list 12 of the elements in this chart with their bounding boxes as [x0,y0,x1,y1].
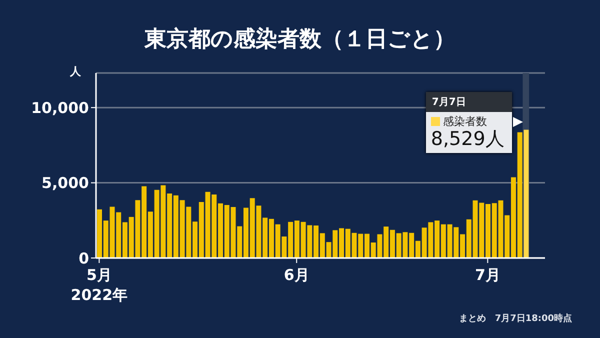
text: まとめ 7月7日18:00時点 [458,312,572,325]
annotation: 7月7日 [426,92,512,112]
chart-title: 東京都の感染者数（１日ごと） [143,26,456,54]
annotation: 感染者数 [442,114,488,129]
x-tick-label: 7月 [474,266,500,284]
x-tick-label: 5月 2022年 [70,266,128,304]
y-tick-label: 5,000 [42,174,89,192]
y-tick-label: 10,000 [31,98,89,117]
annotation: 8,529人 [430,128,506,150]
y-axis-title: 人 [70,64,81,79]
y-tick-label: 0 [78,249,89,268]
x-tick-label: 6月 [284,266,310,284]
